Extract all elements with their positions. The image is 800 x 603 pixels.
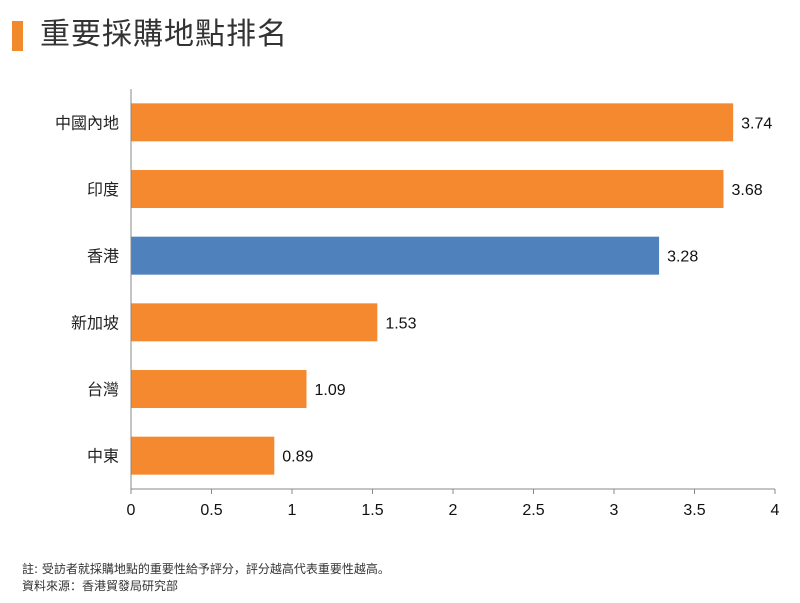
- source-note: 資料來源：香港貿發局研究部: [22, 579, 179, 593]
- footnote: 註: 受訪者就採購地點的重要性給予評分，評分越高代表重要性越高。: [22, 562, 390, 576]
- x-tick-label: 4: [771, 502, 780, 519]
- x-tick-label: 3: [610, 502, 619, 519]
- category-label: 中國內地: [55, 113, 119, 132]
- bar: [131, 370, 307, 408]
- title-accent-bar: [12, 21, 23, 51]
- data-label: 3.28: [667, 249, 698, 266]
- bar: [131, 303, 378, 342]
- chart-footer: 註: 受訪者就採購地點的重要性給予評分，評分越高代表重要性越高。 資料來源：香港…: [22, 561, 390, 595]
- x-tick-label: 1.5: [361, 502, 383, 519]
- category-label: 印度: [87, 180, 119, 199]
- category-label: 新加坡: [71, 313, 119, 332]
- x-tick-label: 2: [449, 502, 458, 519]
- x-tick-label: 0.5: [200, 502, 222, 519]
- bar: [131, 103, 734, 142]
- x-tick-label: 2.5: [522, 502, 544, 519]
- data-label: 1.09: [314, 382, 345, 399]
- x-tick-label: 1: [288, 502, 297, 519]
- data-label: 0.89: [282, 449, 313, 466]
- data-label: 1.53: [385, 315, 416, 332]
- bar: [131, 236, 660, 275]
- chart-title: 重要採購地點排名: [40, 17, 288, 52]
- data-label: 3.68: [731, 182, 762, 199]
- category-label: 台灣: [87, 380, 119, 399]
- x-tick-label: 0: [127, 502, 136, 519]
- data-label: 3.74: [741, 115, 772, 132]
- category-label: 中東: [87, 447, 119, 466]
- category-label: 香港: [87, 247, 119, 266]
- bar: [131, 436, 275, 475]
- bar: [131, 170, 724, 208]
- x-tick-label: 3.5: [683, 502, 705, 519]
